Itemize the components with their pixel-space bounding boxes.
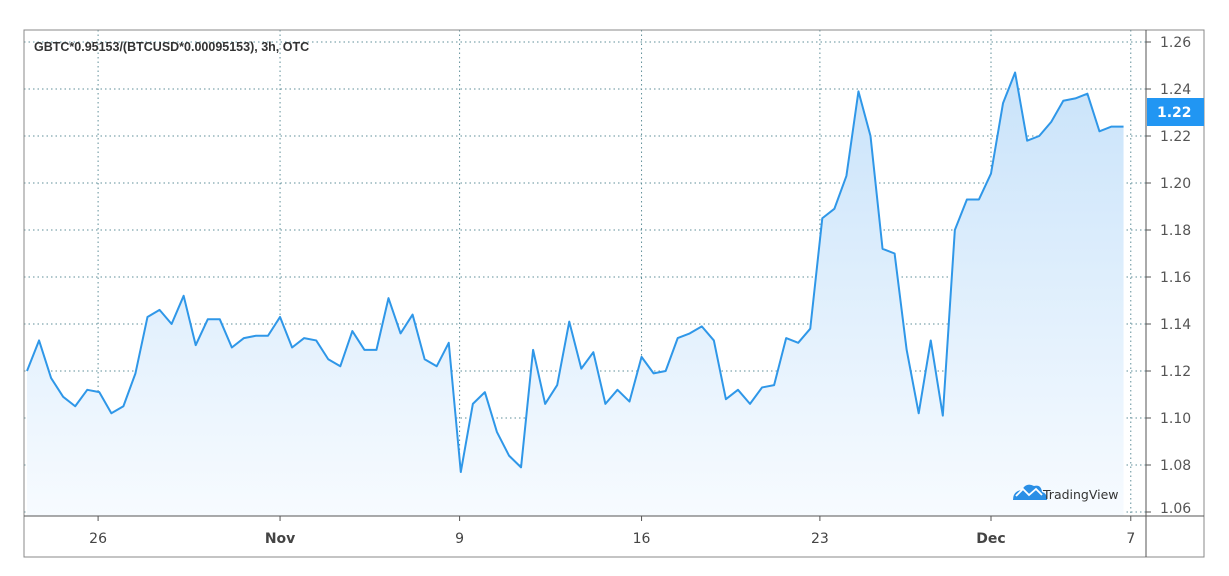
x-tick-label: 23 <box>811 531 829 547</box>
y-tick-label: 1.24 <box>1160 82 1191 98</box>
y-tick-label: 1.16 <box>1160 270 1191 286</box>
tradingview-cloud-icon <box>1013 484 1047 500</box>
chart-frame <box>23 29 1205 558</box>
x-tick-label: 16 <box>633 531 651 547</box>
y-tick-label: 1.10 <box>1160 411 1191 427</box>
y-tick-label: 1.22 <box>1160 129 1191 145</box>
data-points <box>26 72 1124 473</box>
time-axis[interactable]: 26 Nov 9 16 23 Dec 7 <box>89 516 1135 547</box>
last-price-label: 1.22 <box>1157 105 1192 121</box>
series-line <box>26 71 1124 474</box>
x-tick-label: 7 <box>1126 531 1135 547</box>
tradingview-label: TradingView <box>1042 487 1119 502</box>
y-tick-label: 1.20 <box>1160 176 1191 192</box>
y-tick-label: 1.26 <box>1160 35 1191 51</box>
x-tick-label: 9 <box>455 531 464 547</box>
y-tick-label: 1.06 <box>1160 501 1191 517</box>
y-tick-label: 1.18 <box>1160 223 1191 239</box>
tradingview-watermark[interactable]: TradingView <box>1013 484 1119 502</box>
last-price-badge: 1.22 <box>1147 98 1204 126</box>
x-tick-label: Dec <box>976 531 1005 547</box>
x-tick-label: Nov <box>265 531 295 547</box>
series-area <box>27 72 1124 517</box>
price-axis[interactable]: 1.06 1.08 1.10 1.12 1.14 1.16 1.18 1.20 1.22 1.24… <box>1146 35 1191 517</box>
y-tick-label: 1.12 <box>1160 364 1191 380</box>
x-tick-label: 26 <box>89 531 107 547</box>
y-tick-label: 1.14 <box>1160 317 1191 333</box>
y-tick-label: 1.08 <box>1160 458 1191 474</box>
chart-title: GBTC*0.95153/(BTCUSD*0.00095153), 3h, OT… <box>34 40 309 54</box>
